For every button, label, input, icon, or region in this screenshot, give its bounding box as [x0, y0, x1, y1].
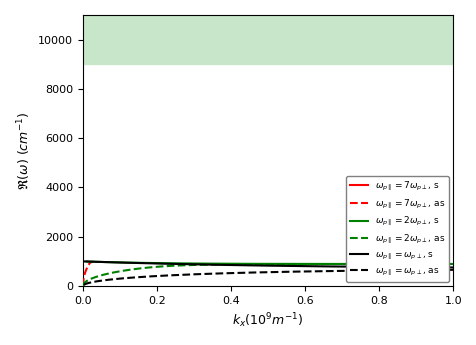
X-axis label: $k_x(10^9m^{-1})$: $k_x(10^9m^{-1})$ — [232, 311, 303, 330]
Legend: $\omega_{p\parallel} = 7\omega_{p\perp}$, s, $\omega_{p\parallel} = 7\omega_{p\p: $\omega_{p\parallel} = 7\omega_{p\perp}$… — [345, 176, 448, 282]
Bar — [83, 15, 452, 64]
Y-axis label: $\mathfrak{R}(\omega)$ $(cm^{-1})$: $\mathfrak{R}(\omega)$ $(cm^{-1})$ — [15, 111, 32, 190]
